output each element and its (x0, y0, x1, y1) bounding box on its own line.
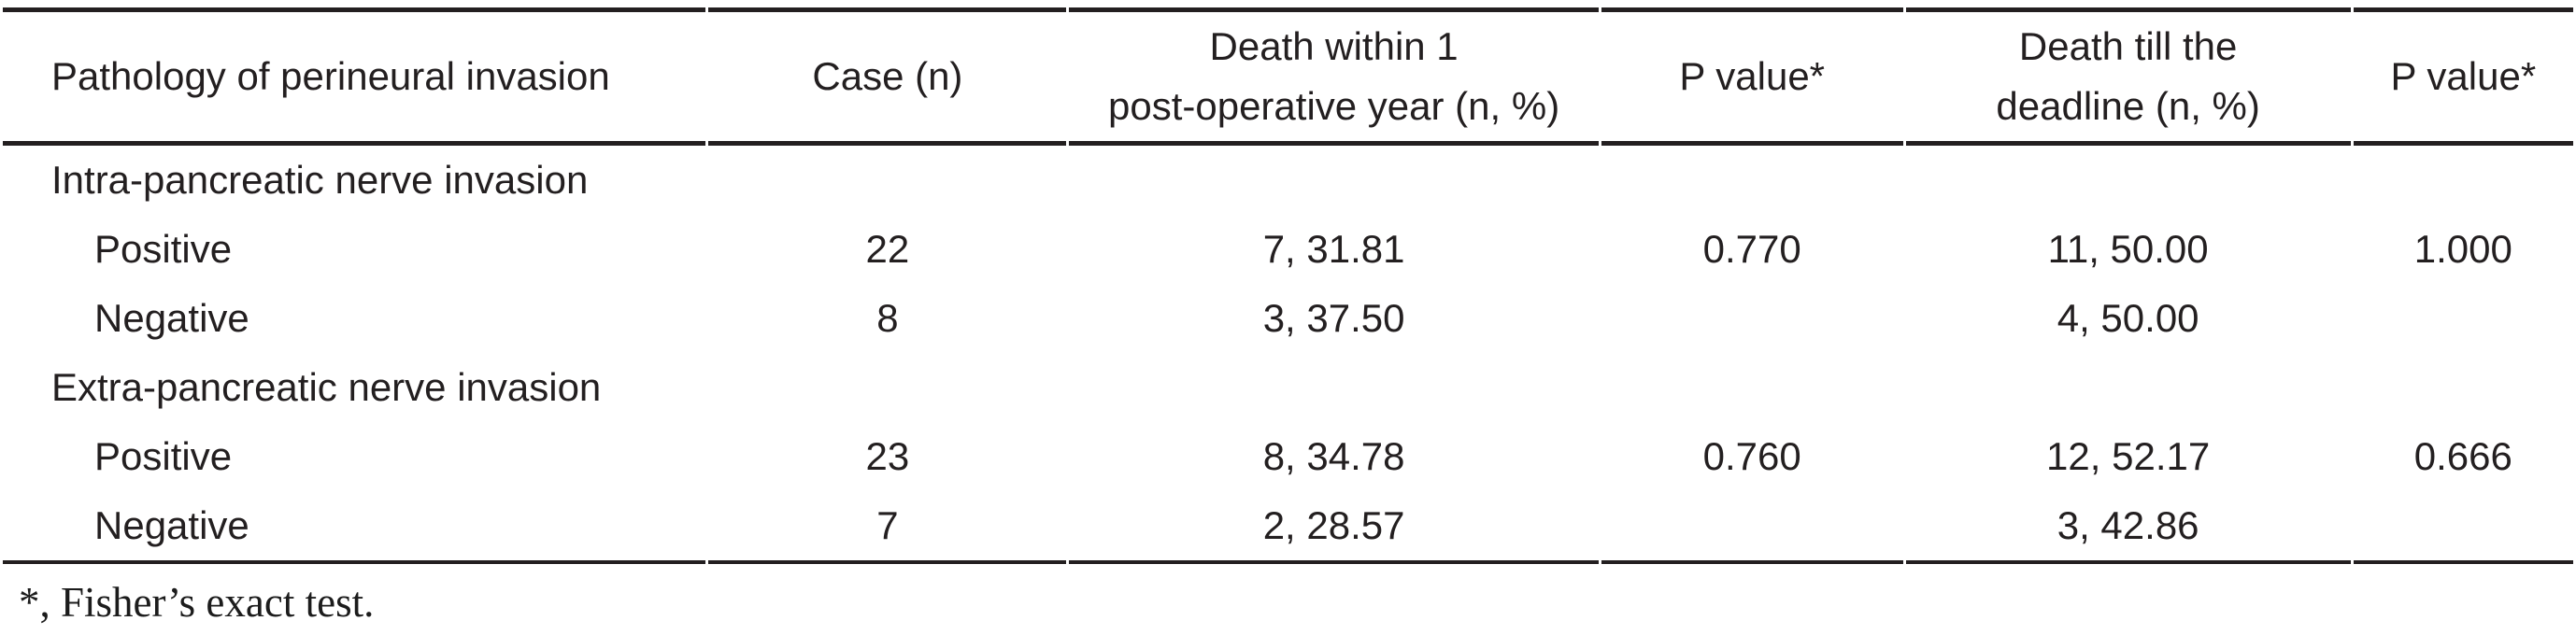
cell-case-n (708, 146, 1066, 215)
table-header: Pathology of perineural invasion Case (n… (3, 7, 2573, 146)
cell-death-deadline (1906, 353, 2351, 422)
cell-p-value-1 (1601, 146, 1903, 215)
table-row-intra-positive: Positive 22 7, 31.81 0.770 11, 50.00 1.0… (3, 215, 2573, 284)
cell-p-value-1: 0.770 (1702, 227, 1801, 271)
cell-p-value-1: 0.760 (1702, 434, 1801, 478)
cell-case-n: 23 (865, 434, 910, 478)
column-header-death-within-1-year: Death within 1 post-operative year (n, %… (1069, 7, 1599, 146)
column-header-case-n: Case (n) (708, 7, 1067, 146)
column-header-p-value-1: P value* (1601, 7, 1903, 146)
cell-p-value-2 (2353, 491, 2573, 564)
column-header-death-till-deadline: Death till the deadline (n, %) (1905, 7, 2351, 146)
row-label: Negative (94, 296, 249, 340)
cell-death-deadline (1906, 146, 2351, 215)
table-row-intra-pancreatic-group: Intra-pancreatic nerve invasion (3, 146, 2573, 215)
table-row-extra-pancreatic-group: Extra-pancreatic nerve invasion (3, 353, 2573, 422)
header-line-2: deadline (n, %) (1996, 84, 2260, 128)
cell-p-value-1 (1601, 491, 1903, 564)
cell-case-n: 22 (865, 227, 910, 271)
table-footnote: *, Fisher’s exact test. (19, 579, 375, 626)
cell-p-value-2: 0.666 (2413, 434, 2512, 478)
cell-death-1y (1069, 353, 1598, 422)
cell-death-deadline: 11, 50.00 (2047, 227, 2209, 271)
perineural-invasion-table: Pathology of perineural invasion Case (n… (0, 7, 2576, 564)
cell-death-1y: 8, 34.78 (1262, 434, 1405, 478)
column-header-pathology: Pathology of perineural invasion (3, 7, 706, 146)
cell-case-n (708, 353, 1066, 422)
cell-p-value-2 (2354, 146, 2573, 215)
column-header-p-value-2: P value* (2353, 7, 2573, 146)
cell-p-value-2: 1.000 (2413, 227, 2512, 271)
row-label: Negative (3, 491, 706, 564)
cell-p-value-2 (2354, 284, 2573, 353)
table-row-extra-positive: Positive 23 8, 34.78 0.760 12, 52.17 0.6… (3, 422, 2573, 491)
cell-death-deadline: 4, 50.00 (2057, 296, 2199, 340)
cell-p-value-1 (1601, 353, 1903, 422)
cell-death-1y: 7, 31.81 (1262, 227, 1405, 271)
row-label: Positive (94, 434, 233, 478)
cell-death-1y: 3, 37.50 (1262, 296, 1405, 340)
cell-death-deadline: 12, 52.17 (2046, 434, 2211, 478)
cell-case-n: 7 (708, 491, 1067, 564)
row-label: Positive (94, 227, 233, 271)
table-body: Intra-pancreatic nerve invasion Positive… (3, 146, 2573, 564)
header-row: Pathology of perineural invasion Case (n… (3, 7, 2573, 146)
cell-death-1y: 2, 28.57 (1069, 491, 1599, 564)
header-line-2: post-operative year (n, %) (1107, 84, 1560, 128)
cell-death-1y (1069, 146, 1598, 215)
row-label: Extra-pancreatic nerve invasion (51, 365, 602, 409)
table-row-intra-negative: Negative 8 3, 37.50 4, 50.00 (3, 284, 2573, 353)
cell-p-value-2 (2354, 353, 2573, 422)
table-row-extra-negative: Negative 7 2, 28.57 3, 42.86 (3, 491, 2573, 564)
header-line-1: Death within 1 (1209, 24, 1459, 68)
row-label: Intra-pancreatic nerve invasion (51, 158, 589, 202)
cell-p-value-1 (1601, 284, 1903, 353)
header-line-1: Death till the (2018, 24, 2238, 68)
cell-case-n: 8 (876, 296, 899, 340)
cell-death-deadline: 3, 42.86 (1905, 491, 2351, 564)
